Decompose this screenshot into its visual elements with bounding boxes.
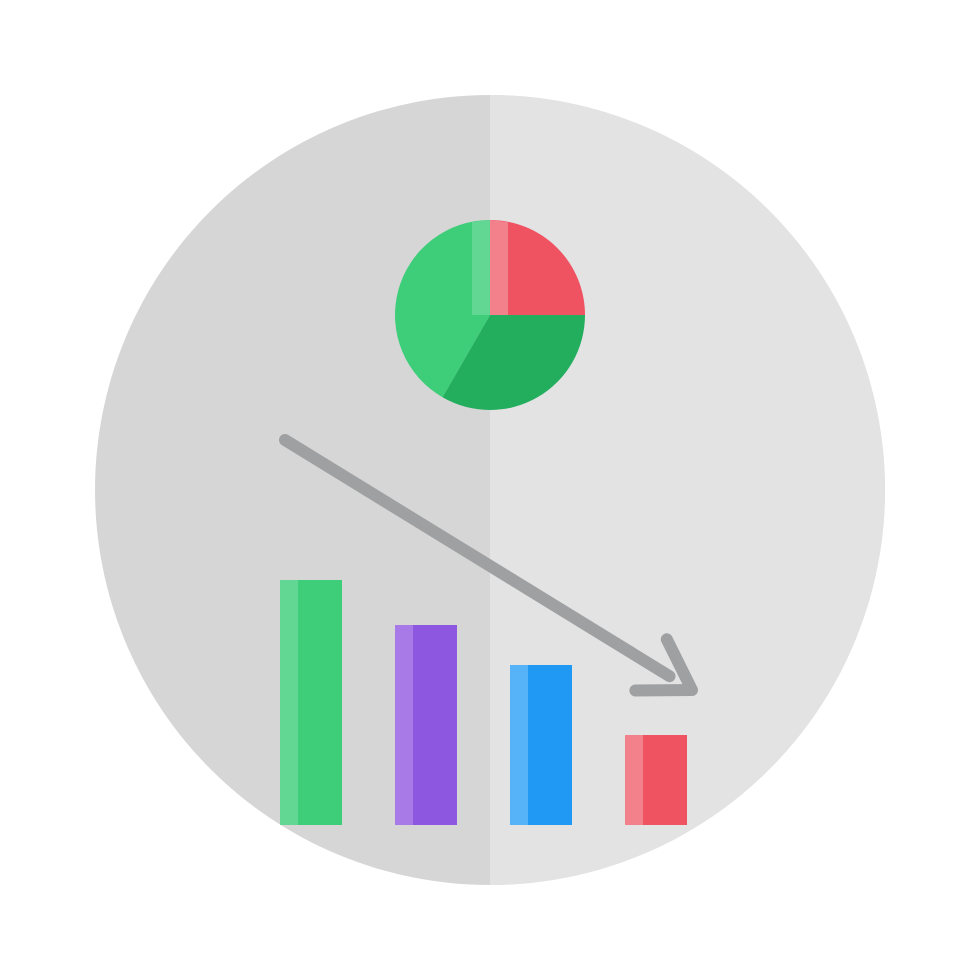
analytics-decline-icon [0, 0, 980, 980]
bar-1 [280, 580, 342, 825]
bar-3 [510, 665, 572, 825]
bar-2 [395, 625, 457, 825]
pie-green-highlight [472, 220, 490, 315]
background-circle [95, 95, 885, 885]
pie-chart [395, 220, 585, 410]
pie-red-highlight [490, 220, 508, 315]
bar-4 [625, 735, 687, 825]
